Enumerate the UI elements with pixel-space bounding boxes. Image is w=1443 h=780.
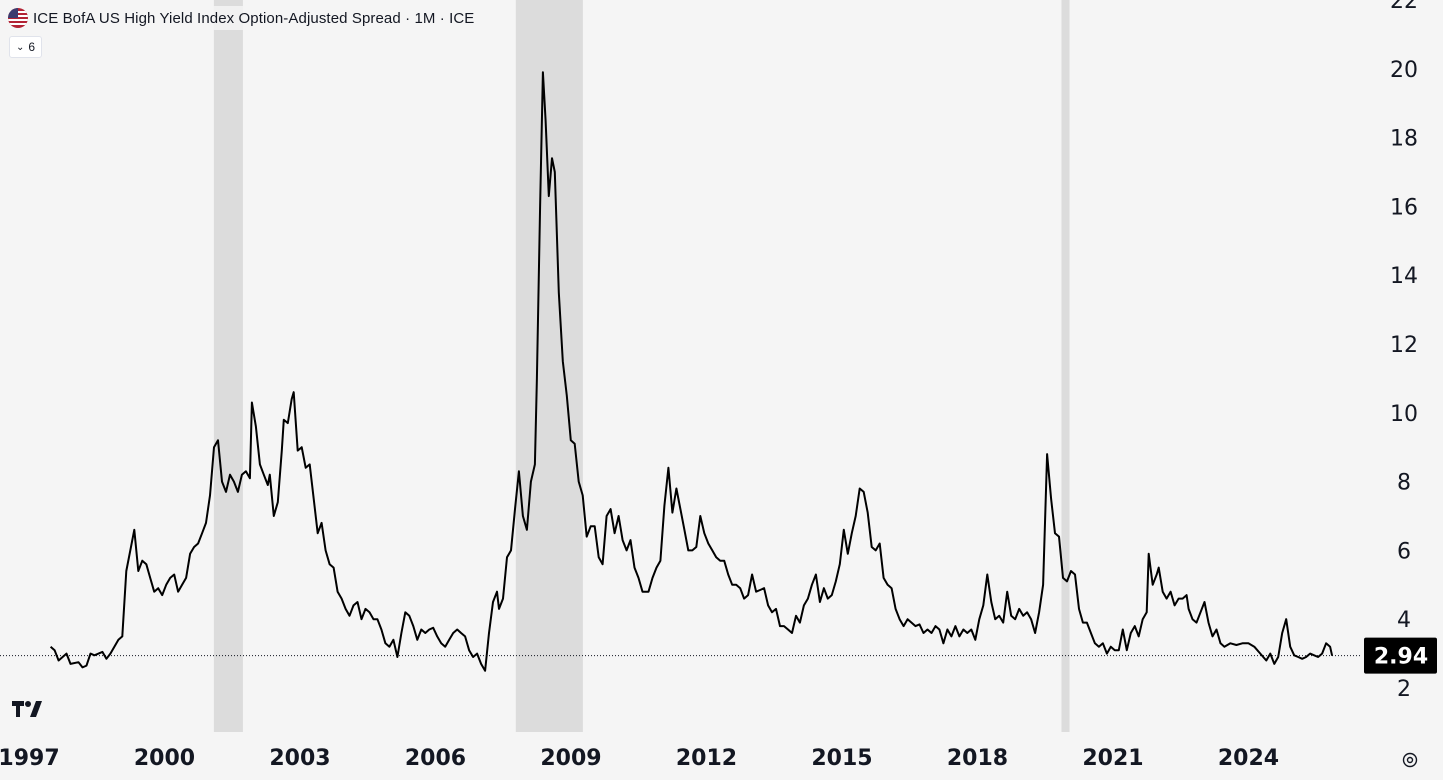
y-tick-label: 12	[1390, 333, 1418, 358]
last-value-price-label: 2.94	[1364, 637, 1437, 674]
x-tick-label: 2015	[811, 746, 872, 771]
y-tick-label: 10	[1390, 402, 1418, 427]
x-tick-label: 2003	[269, 746, 330, 771]
y-tick-label: 6	[1397, 539, 1411, 564]
x-tick-label: 2021	[1082, 746, 1143, 771]
x-tick-label: 2024	[1218, 746, 1279, 771]
series-line	[49, 71, 1334, 672]
indicator-count-button[interactable]: ⌄ 6	[9, 36, 43, 58]
y-tick-label: 16	[1390, 195, 1418, 220]
last-value-label-bg	[1364, 637, 1437, 674]
x-tick-label: 2018	[947, 746, 1008, 771]
recession-bands	[213, 0, 1070, 732]
x-tick-label: 2000	[134, 746, 195, 771]
x-tick-label: 1997	[0, 746, 60, 771]
y-tick-label: 2	[1397, 677, 1411, 702]
us-flag-icon	[8, 8, 28, 28]
recession-band	[213, 0, 243, 732]
chart-title: ICE BofA US High Yield Index Option-Adju…	[33, 9, 475, 27]
y-tick-label: 20	[1390, 58, 1418, 83]
y-tick-label: 18	[1390, 127, 1418, 152]
x-tick-label: 2012	[676, 746, 737, 771]
recession-band	[1061, 0, 1070, 732]
y-tick-label: 4	[1397, 608, 1411, 633]
recession-band	[515, 0, 583, 732]
settings-gear-icon[interactable]	[1400, 750, 1420, 770]
x-tick-label: 2009	[540, 746, 601, 771]
chevron-down-icon: ⌄	[16, 41, 25, 53]
indicator-count: 6	[28, 40, 36, 54]
last-value-label: 2.94	[1374, 645, 1428, 670]
x-axis: 1997 2000 2003 2006 2009 2012 2015 2018 2021 2024	[0, 746, 1279, 771]
tradingview-logo-icon	[12, 701, 42, 717]
x-tick-label: 2006	[405, 746, 466, 771]
y-tick-label: 8	[1397, 471, 1411, 496]
y-tick-label: 22	[1390, 0, 1418, 14]
chart-header: ICE BofA US High Yield Index Option-Adju…	[6, 6, 479, 30]
y-axis: 2 4 6 8 10 12 14 16 18 20 22	[1390, 0, 1418, 702]
y-tick-label: 14	[1390, 264, 1418, 289]
